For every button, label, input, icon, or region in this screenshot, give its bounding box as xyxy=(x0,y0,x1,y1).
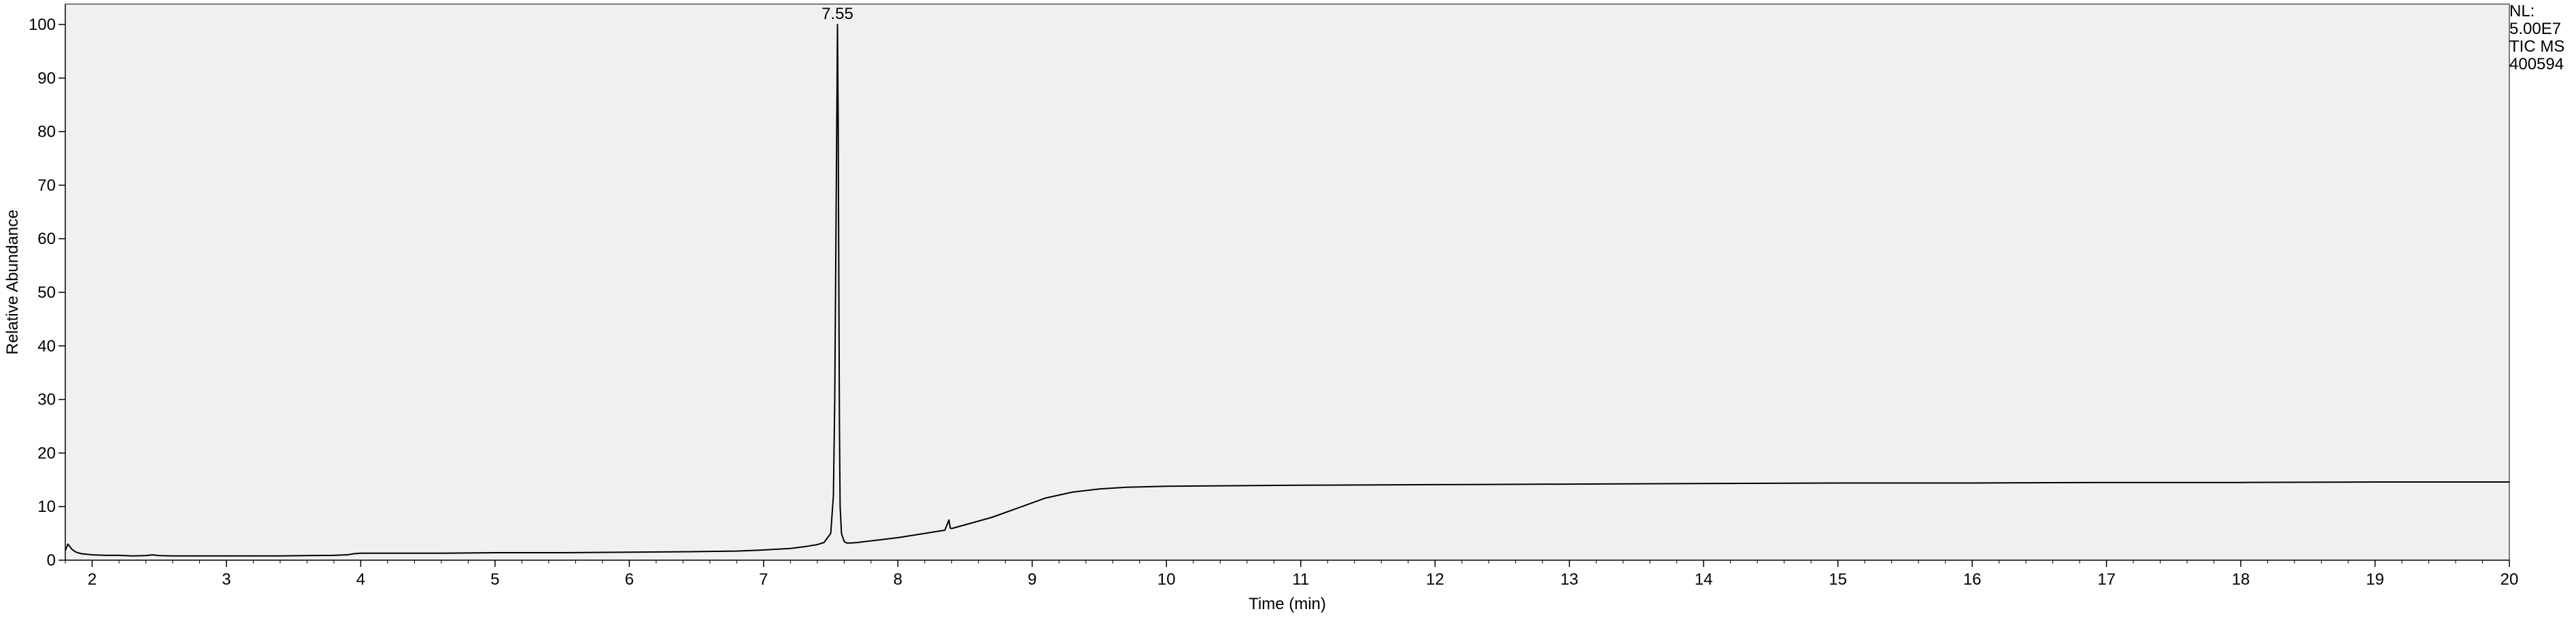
info-line-scan-type: TIC MS xyxy=(2509,37,2565,56)
y-tick-label: 50 xyxy=(37,283,56,302)
y-tick-label: 30 xyxy=(37,391,56,409)
info-line-scale: 5.00E7 xyxy=(2509,20,2562,38)
x-tick-label: 17 xyxy=(2097,570,2116,589)
x-tick-label: 13 xyxy=(1560,570,1578,589)
x-tick-label: 20 xyxy=(2501,570,2519,589)
x-axis-title: Time (min) xyxy=(1249,595,1326,613)
y-tick-label: 100 xyxy=(29,16,56,34)
x-tick-label: 15 xyxy=(1829,570,1847,589)
x-tick-label: 11 xyxy=(1292,570,1309,589)
x-tick-label: 3 xyxy=(222,570,231,589)
x-tick-label: 5 xyxy=(490,570,499,589)
y-axis-title: Relative Abundance xyxy=(3,209,22,355)
x-tick-label: 19 xyxy=(2366,570,2384,589)
peak-label: 7.55 xyxy=(821,5,853,23)
x-tick-label: 8 xyxy=(894,570,902,589)
x-tick-label: 9 xyxy=(1028,570,1036,589)
x-tick-label: 2 xyxy=(88,570,97,589)
y-tick-label: 60 xyxy=(37,230,56,248)
normalization-info: NL: 5.00E7 TIC MS 400594 xyxy=(2509,3,2564,73)
x-tick-label: 12 xyxy=(1426,570,1444,589)
y-tick-label: 0 xyxy=(47,551,56,570)
x-tick-label: 7 xyxy=(759,570,768,589)
y-tick-label: 10 xyxy=(37,498,56,516)
series-line xyxy=(65,24,2509,557)
info-line-nl: NL: xyxy=(2509,2,2535,20)
info-line-sample-id: 400594 xyxy=(2509,55,2564,73)
x-tick-label: 6 xyxy=(625,570,634,589)
y-tick-label: 20 xyxy=(37,444,56,462)
plot-area xyxy=(65,3,2510,561)
y-tick-label: 40 xyxy=(37,337,56,356)
x-tick-label: 18 xyxy=(2232,570,2250,589)
y-tick-label: 90 xyxy=(37,69,56,88)
x-tick-label: 16 xyxy=(1963,570,1982,589)
x-tick-label: 4 xyxy=(356,570,365,589)
x-tick-label: 10 xyxy=(1157,570,1176,589)
y-tick-label: 70 xyxy=(37,176,56,194)
x-tick-label: 14 xyxy=(1695,570,1713,589)
y-tick-label: 80 xyxy=(37,123,56,141)
